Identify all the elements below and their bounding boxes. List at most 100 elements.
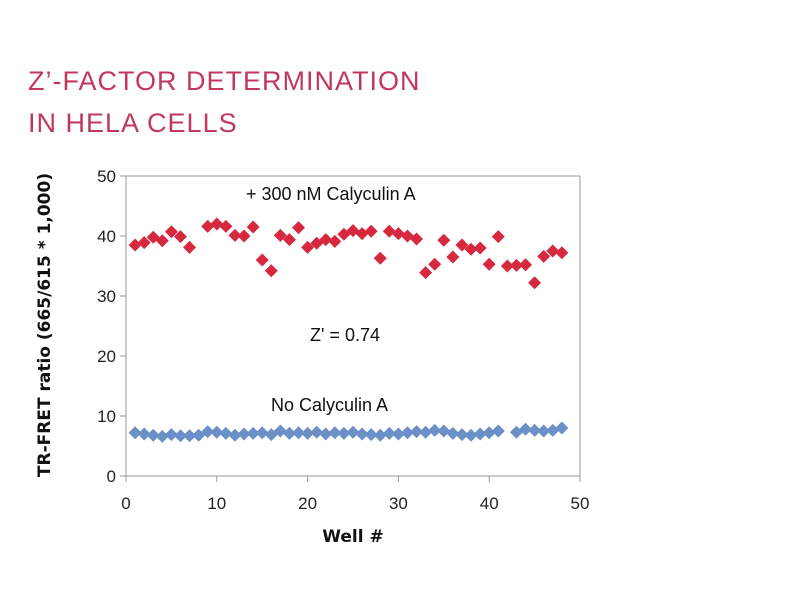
no-calyculin-point — [164, 428, 178, 442]
calyculin-point — [301, 240, 315, 254]
calyculin-point — [537, 249, 551, 263]
calyculin-point — [464, 242, 478, 256]
y-tick-label: 0 — [107, 467, 116, 486]
x-tick-label: 10 — [207, 494, 226, 513]
calyculin-point — [292, 221, 306, 235]
no-calyculin-point — [292, 426, 306, 440]
no-calyculin-point — [491, 424, 505, 438]
no-calyculin-point — [537, 424, 551, 438]
no-calyculin-point — [364, 428, 378, 442]
no-calyculin-point — [455, 428, 469, 442]
chart-title-line-2: IN HELA CELLS — [28, 108, 238, 138]
plot-area-frame — [125, 175, 581, 477]
no-calyculin-point — [482, 426, 496, 440]
no-calyculin-point — [382, 426, 396, 440]
calyculin-point — [364, 224, 378, 238]
no-calyculin-point — [201, 425, 215, 439]
x-tick-label: 40 — [480, 494, 499, 513]
no-calyculin-point — [210, 425, 224, 439]
y-tick-label: 20 — [97, 347, 116, 366]
x-tick-label: 20 — [298, 494, 317, 513]
calyculin-point — [210, 217, 224, 231]
calyculin-point — [446, 250, 460, 264]
x-tick-label: 30 — [389, 494, 408, 513]
annotation-z-factor: Z' = 0.74 — [310, 325, 380, 345]
calyculin-point — [519, 258, 533, 272]
calyculin-point — [201, 219, 215, 233]
no-calyculin-point — [128, 426, 142, 440]
calyculin-point — [555, 246, 569, 260]
no-calyculin-point — [246, 426, 260, 440]
calyculin-point — [319, 233, 333, 247]
y-axis-title: TR-FRET ratio (665/615 * 1,000) — [35, 173, 55, 477]
no-calyculin-point — [219, 426, 233, 440]
x-tick-label: 0 — [121, 494, 130, 513]
calyculin-point — [473, 241, 487, 255]
calyculin-point — [128, 238, 142, 252]
no-calyculin-point — [228, 428, 242, 442]
no-calyculin-point — [464, 428, 478, 442]
calyculin-point — [255, 253, 269, 267]
calyculin-point — [410, 232, 424, 246]
no-calyculin-point — [428, 423, 442, 437]
calyculin-point — [428, 257, 442, 271]
calyculin-point — [455, 238, 469, 252]
calyculin-point — [173, 230, 187, 244]
no-calyculin-point — [137, 427, 151, 441]
no-calyculin-point — [410, 425, 424, 439]
calyculin-point — [137, 236, 151, 250]
no-calyculin-point — [546, 423, 560, 437]
no-calyculin-point — [519, 422, 533, 436]
no-calyculin-point — [528, 423, 542, 437]
calyculin-point — [491, 230, 505, 244]
no-calyculin-point — [328, 426, 342, 440]
y-tick-label: 50 — [97, 167, 116, 186]
chart-title-line-1: Z’-FACTOR DETERMINATION — [28, 66, 421, 96]
no-calyculin-point — [346, 425, 360, 439]
x-axis-title: Well # — [322, 527, 384, 547]
no-calyculin-point — [282, 426, 296, 440]
y-tick-label: 10 — [97, 407, 116, 426]
no-calyculin-point — [400, 426, 414, 440]
no-calyculin-point — [310, 425, 324, 439]
calyculin-point — [373, 251, 387, 265]
calyculin-point — [528, 276, 542, 290]
calyculin-point — [509, 258, 523, 272]
calyculin-point — [246, 220, 260, 234]
calyculin-point — [282, 233, 296, 247]
no-calyculin-point — [337, 426, 351, 440]
calyculin-point — [183, 240, 197, 254]
no-calyculin-point — [255, 426, 269, 440]
x-tick-label: 50 — [571, 494, 590, 513]
no-calyculin-point — [237, 427, 251, 441]
y-axis: 0 10 20 30 40 50 — [97, 167, 126, 486]
y-tick-label: 40 — [97, 227, 116, 246]
calyculin-point — [391, 227, 405, 241]
no-calyculin-point — [173, 429, 187, 443]
calyculin-point — [482, 257, 496, 271]
no-calyculin-point — [183, 429, 197, 443]
no-calyculin-point — [373, 428, 387, 442]
calyculin-point — [419, 266, 433, 280]
annotation-high: + 300 nM Calyculin A — [246, 184, 416, 204]
no-calyculin-point — [355, 427, 369, 441]
y-tick-label: 30 — [97, 287, 116, 306]
no-calyculin-point — [391, 427, 405, 441]
calyculin-point — [264, 264, 278, 278]
calyculin-point — [328, 234, 342, 248]
no-calyculin-point — [146, 428, 160, 442]
calyculin-point — [437, 233, 451, 247]
no-calyculin-point — [273, 424, 287, 438]
no-calyculin-point — [301, 426, 315, 440]
annotation-low: No Calyculin A — [271, 395, 388, 415]
calyculin-point — [237, 229, 251, 243]
no-calyculin-point — [419, 425, 433, 439]
calyculin-point — [273, 228, 287, 242]
no-calyculin-point — [446, 426, 460, 440]
x-axis: 0 10 20 30 40 50 — [121, 476, 589, 513]
no-calyculin-point — [319, 427, 333, 441]
no-calyculin-point — [473, 427, 487, 441]
chart-title: Z’-FACTOR DETERMINATION IN HELA CELLS — [28, 60, 421, 144]
calyculin-point — [500, 259, 514, 273]
